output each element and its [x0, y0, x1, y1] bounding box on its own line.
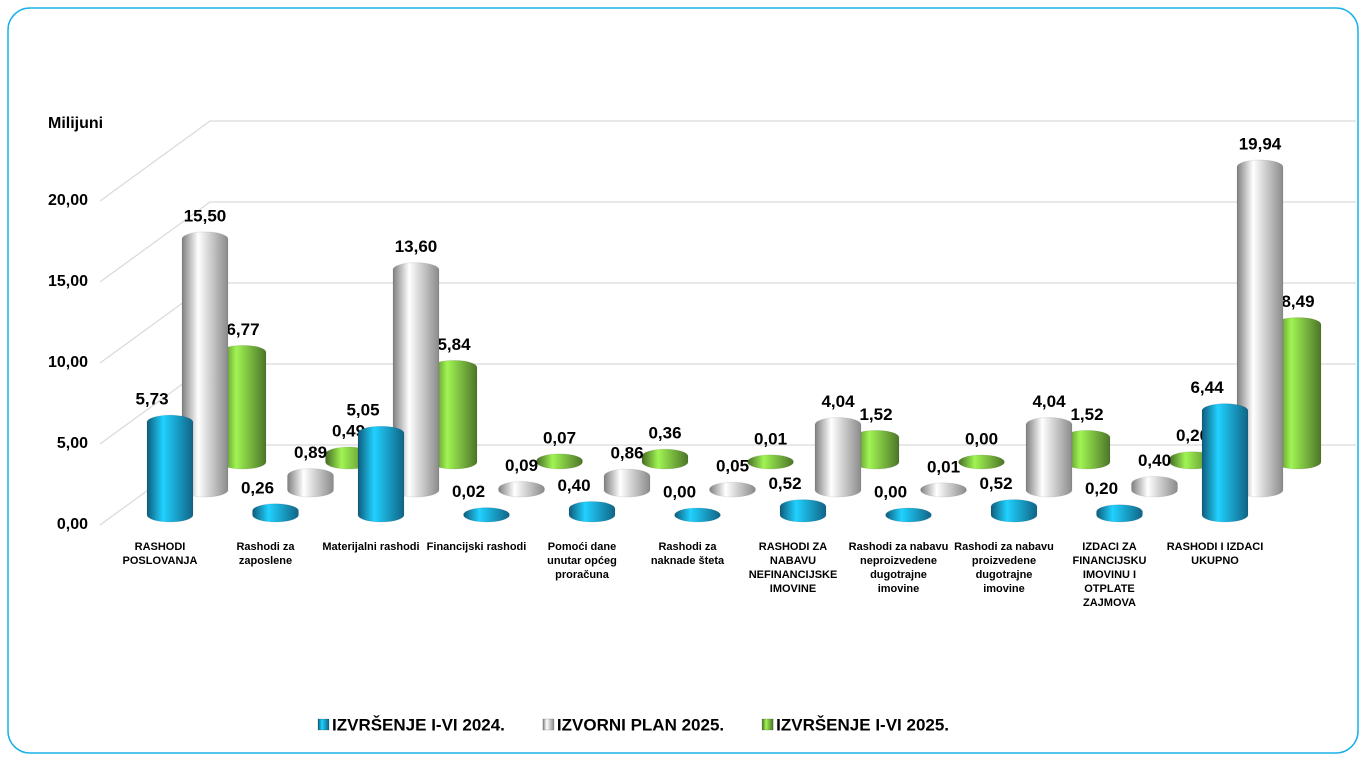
frame [7, 7, 1359, 754]
value-label: 5,73 [135, 390, 168, 409]
bar [1201, 403, 1249, 523]
value-label: 0,09 [505, 456, 538, 475]
value-label: 0,07 [543, 428, 576, 447]
bar [536, 453, 583, 470]
value-label: 0,01 [754, 429, 787, 448]
bar [430, 359, 478, 470]
x-tick-label: Materijalni rashodi [322, 541, 420, 553]
bar [287, 468, 334, 498]
value-label: 0,89 [294, 443, 327, 462]
bar [1274, 316, 1322, 470]
value-label: 0,26 [241, 478, 274, 497]
value-label: 1,52 [859, 405, 892, 424]
value-label: 0,20 [1176, 426, 1209, 445]
x-tick-label: Rashodi za nabavu proizvedene dugotrajne… [954, 541, 1054, 595]
grid-line [99, 120, 1356, 202]
x-tick-label: IZDACI ZA FINANCIJSKU IMOVINU I OTPLATE … [1072, 541, 1147, 609]
value-label: 0,52 [768, 474, 801, 493]
bar [392, 262, 440, 498]
bar [957, 454, 1006, 470]
x-tick-label: Rashodi za zaposlene [236, 541, 295, 567]
legend-swatch [542, 718, 555, 731]
value-label: 0,02 [452, 482, 485, 501]
bar [463, 507, 510, 523]
value-label: 6,77 [226, 320, 259, 339]
bar [146, 414, 194, 523]
legend-swatch [317, 718, 330, 731]
legend-swatch [761, 718, 774, 731]
value-label: 13,60 [395, 237, 438, 256]
x-tick-label: Pomoći dane unutar općeg proračuna [547, 541, 617, 581]
x-tick-label: RASHODI ZA NABAVU NEFINANCIJSKE IMOVINE [748, 541, 838, 595]
value-label: 0,40 [557, 476, 590, 495]
value-label: 0,01 [927, 457, 960, 476]
grid-line [99, 201, 1356, 283]
value-label: 0,00 [874, 482, 907, 501]
y-tick-label: 5,00 [57, 435, 88, 452]
bar [603, 468, 651, 498]
x-tick-label: Rashodi za nabavu neproizvedene dugotraj… [848, 541, 949, 595]
value-label: 19,94 [1239, 134, 1282, 153]
value-label: 0,20 [1085, 479, 1118, 498]
bar [747, 454, 794, 470]
bar [709, 481, 756, 498]
bar [1063, 429, 1111, 470]
x-tick-label: RASHODI POSLOVANJA [122, 541, 198, 567]
bar [884, 507, 933, 523]
bar [1025, 417, 1073, 498]
y-tick-label: 15,00 [48, 273, 88, 290]
bar [568, 501, 616, 523]
bar [814, 417, 862, 498]
y-tick-label: 0,00 [57, 516, 88, 533]
value-label: 0,36 [648, 424, 681, 443]
bar [673, 507, 722, 523]
value-label: 8,49 [1281, 292, 1314, 311]
bar [252, 503, 299, 523]
value-label: 5,05 [346, 401, 379, 420]
y-tick-label: 20,00 [48, 192, 88, 209]
value-label: 0,05 [716, 457, 749, 476]
bar [357, 425, 405, 523]
bar [990, 499, 1038, 523]
bar [1236, 159, 1284, 498]
value-label: 4,04 [821, 392, 855, 411]
legend-label: IZVRŠENJE I-VI 2024. [332, 715, 505, 734]
y-axis-label: Milijuni [48, 115, 103, 132]
x-tick-label: Financijski rashodi [426, 541, 527, 553]
value-label: 0,86 [610, 444, 643, 463]
bar [641, 448, 689, 470]
legend-label: IZVORNI PLAN 2025. [557, 715, 724, 734]
legend-label: IZVRŠENJE I-VI 2025. [776, 715, 949, 734]
value-label: 0,52 [979, 474, 1012, 493]
bar [852, 429, 900, 470]
bar [1131, 476, 1178, 498]
y-tick-label: 10,00 [48, 354, 88, 371]
bar [779, 499, 827, 523]
value-label: 0,49 [332, 422, 365, 441]
x-tick-label: Rashodi za naknade šteta [650, 541, 725, 567]
value-label: 5,84 [437, 335, 471, 354]
bar [219, 344, 267, 470]
value-label: 15,50 [184, 206, 227, 225]
value-label: 0,40 [1138, 451, 1171, 470]
bar [920, 482, 967, 498]
value-label: 1,52 [1070, 405, 1103, 424]
bar [498, 481, 545, 498]
value-label: 4,04 [1032, 392, 1066, 411]
value-label: 6,44 [1190, 378, 1224, 397]
x-tick-label: RASHODI I IZDACI UKUPNO [1166, 541, 1264, 567]
bar [181, 231, 229, 498]
value-label: 0,00 [965, 429, 998, 448]
value-label: 0,00 [663, 482, 696, 501]
bar [1096, 504, 1143, 523]
